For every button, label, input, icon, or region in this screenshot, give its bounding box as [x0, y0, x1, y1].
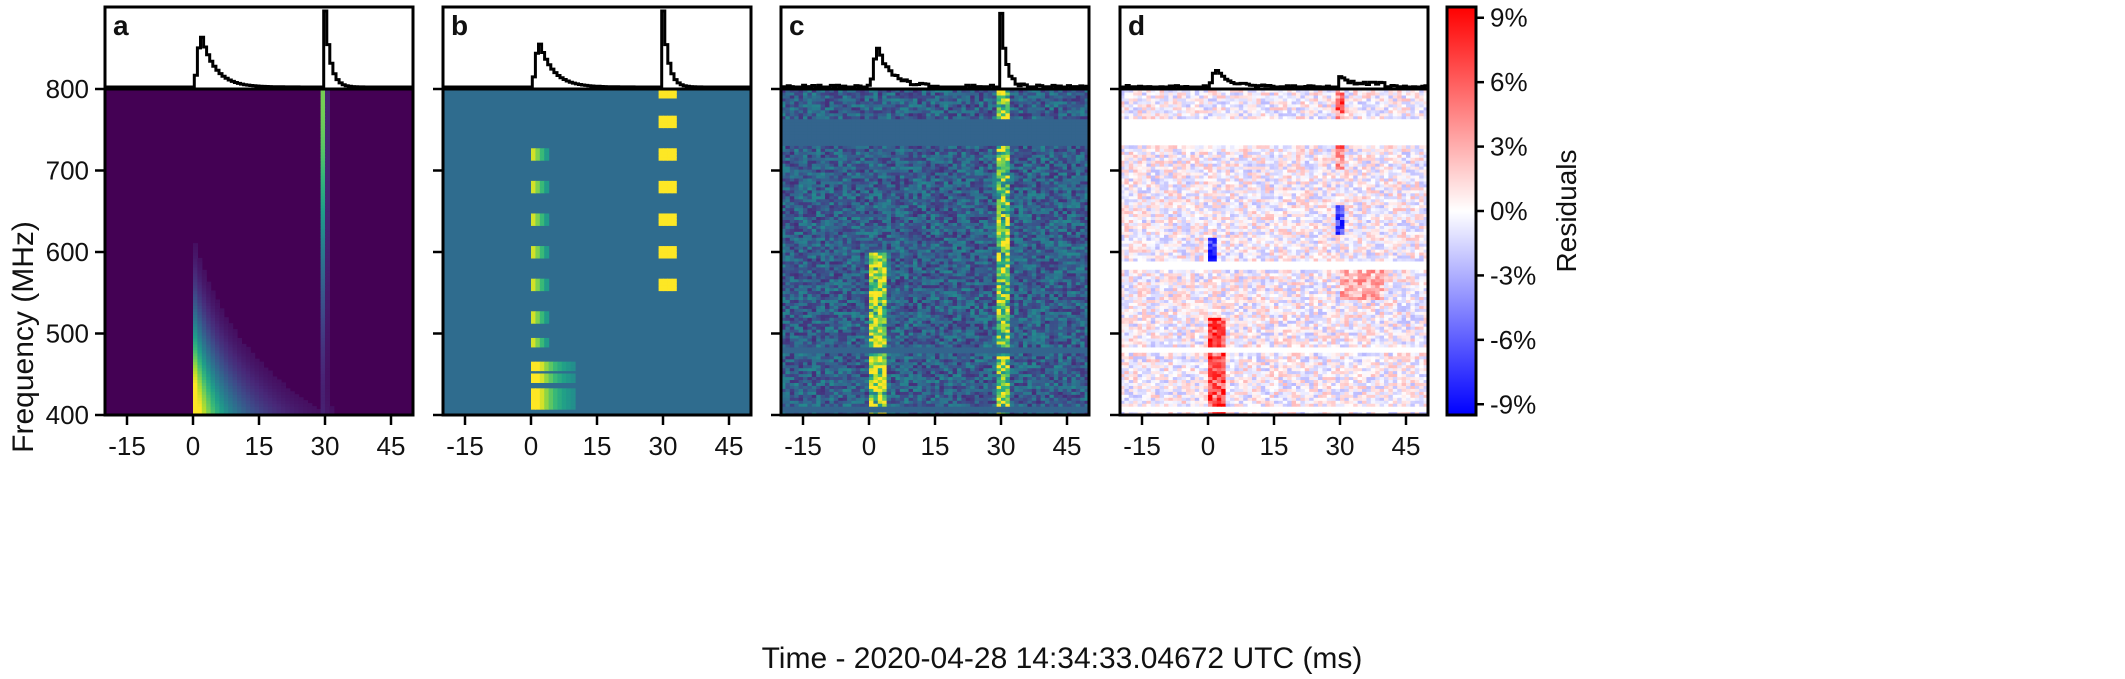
x-tick-label: 30	[649, 431, 678, 461]
panels-group: a -15 0 15 30 45 400 500 600 700 800 b -15 0 15 30 45 c -1…	[46, 5, 1430, 461]
colorbar-tick-label: 3%	[1490, 132, 1528, 162]
x-tick-label: 0	[862, 431, 876, 461]
x-tick-label: 0	[186, 431, 200, 461]
y-tick-label: 500	[46, 319, 89, 349]
x-tick-label: -15	[446, 431, 484, 461]
panel-letter: b	[451, 10, 468, 41]
colorbar-gradient	[1447, 7, 1476, 415]
profile-background	[443, 7, 751, 89]
x-tick-label: 0	[524, 431, 538, 461]
heatmap-cells	[531, 89, 677, 410]
profile-background	[1120, 7, 1428, 89]
y-tick-label: 800	[46, 74, 89, 104]
x-tick-label: 30	[1326, 431, 1355, 461]
x-tick-label: 15	[1260, 431, 1289, 461]
y-tick-label: 600	[46, 237, 89, 267]
x-tick-label: 30	[987, 431, 1016, 461]
panel-d: d -15 0 15 30 45	[1110, 5, 1430, 461]
x-tick-label: 45	[715, 431, 744, 461]
y-axis-label: Frequency (MHz)	[7, 221, 40, 453]
heatmap-cells	[781, 89, 1090, 416]
x-tick-label: -15	[784, 431, 822, 461]
profile-line	[443, 9, 751, 89]
profile-background	[781, 7, 1089, 89]
x-tick-label: 15	[245, 431, 274, 461]
heatmap-cells	[1120, 89, 1429, 416]
y-tick-label: 700	[46, 156, 89, 186]
colorbar-tick-label: 0%	[1490, 196, 1528, 226]
x-tick-label: 30	[311, 431, 340, 461]
panel-letter: a	[113, 10, 129, 41]
panel-letter: c	[789, 10, 805, 41]
profile-line	[105, 9, 413, 89]
profile-background	[105, 7, 413, 89]
colorbar-tick-label: -6%	[1490, 325, 1536, 355]
profile-line	[781, 11, 1089, 89]
colorbar-tick-label: 9%	[1490, 3, 1528, 33]
colorbar-tick-label: -3%	[1490, 260, 1536, 290]
x-tick-label: 45	[1392, 431, 1421, 461]
panel-c: c -15 0 15 30 45	[771, 5, 1091, 461]
colorbar-tick-label: -9%	[1490, 389, 1536, 419]
y-tick-label: 400	[46, 400, 89, 430]
x-axis-label: Time - 2020-04-28 14:34:33.04672 UTC (ms…	[762, 642, 1363, 675]
panel-letter: d	[1128, 10, 1145, 41]
panel-a: a -15 0 15 30 45 400 500 600 700 800	[46, 5, 415, 461]
x-tick-label: 15	[921, 431, 950, 461]
colorbar-tick-label: 6%	[1490, 67, 1528, 97]
x-tick-label: 45	[377, 431, 406, 461]
profile-line	[1120, 69, 1428, 89]
panel-b: b -15 0 15 30 45	[433, 5, 753, 461]
x-tick-label: 0	[1201, 431, 1215, 461]
colorbar-label: Residuals	[1551, 150, 1582, 273]
colorbar: 9% 6% 3% 0% -3% -6% -9% Residuals	[1445, 3, 1582, 419]
x-tick-label: 45	[1053, 431, 1082, 461]
x-tick-label: -15	[1123, 431, 1161, 461]
x-tick-label: 15	[583, 431, 612, 461]
heatmap-background	[443, 89, 751, 415]
x-tick-label: -15	[108, 431, 146, 461]
